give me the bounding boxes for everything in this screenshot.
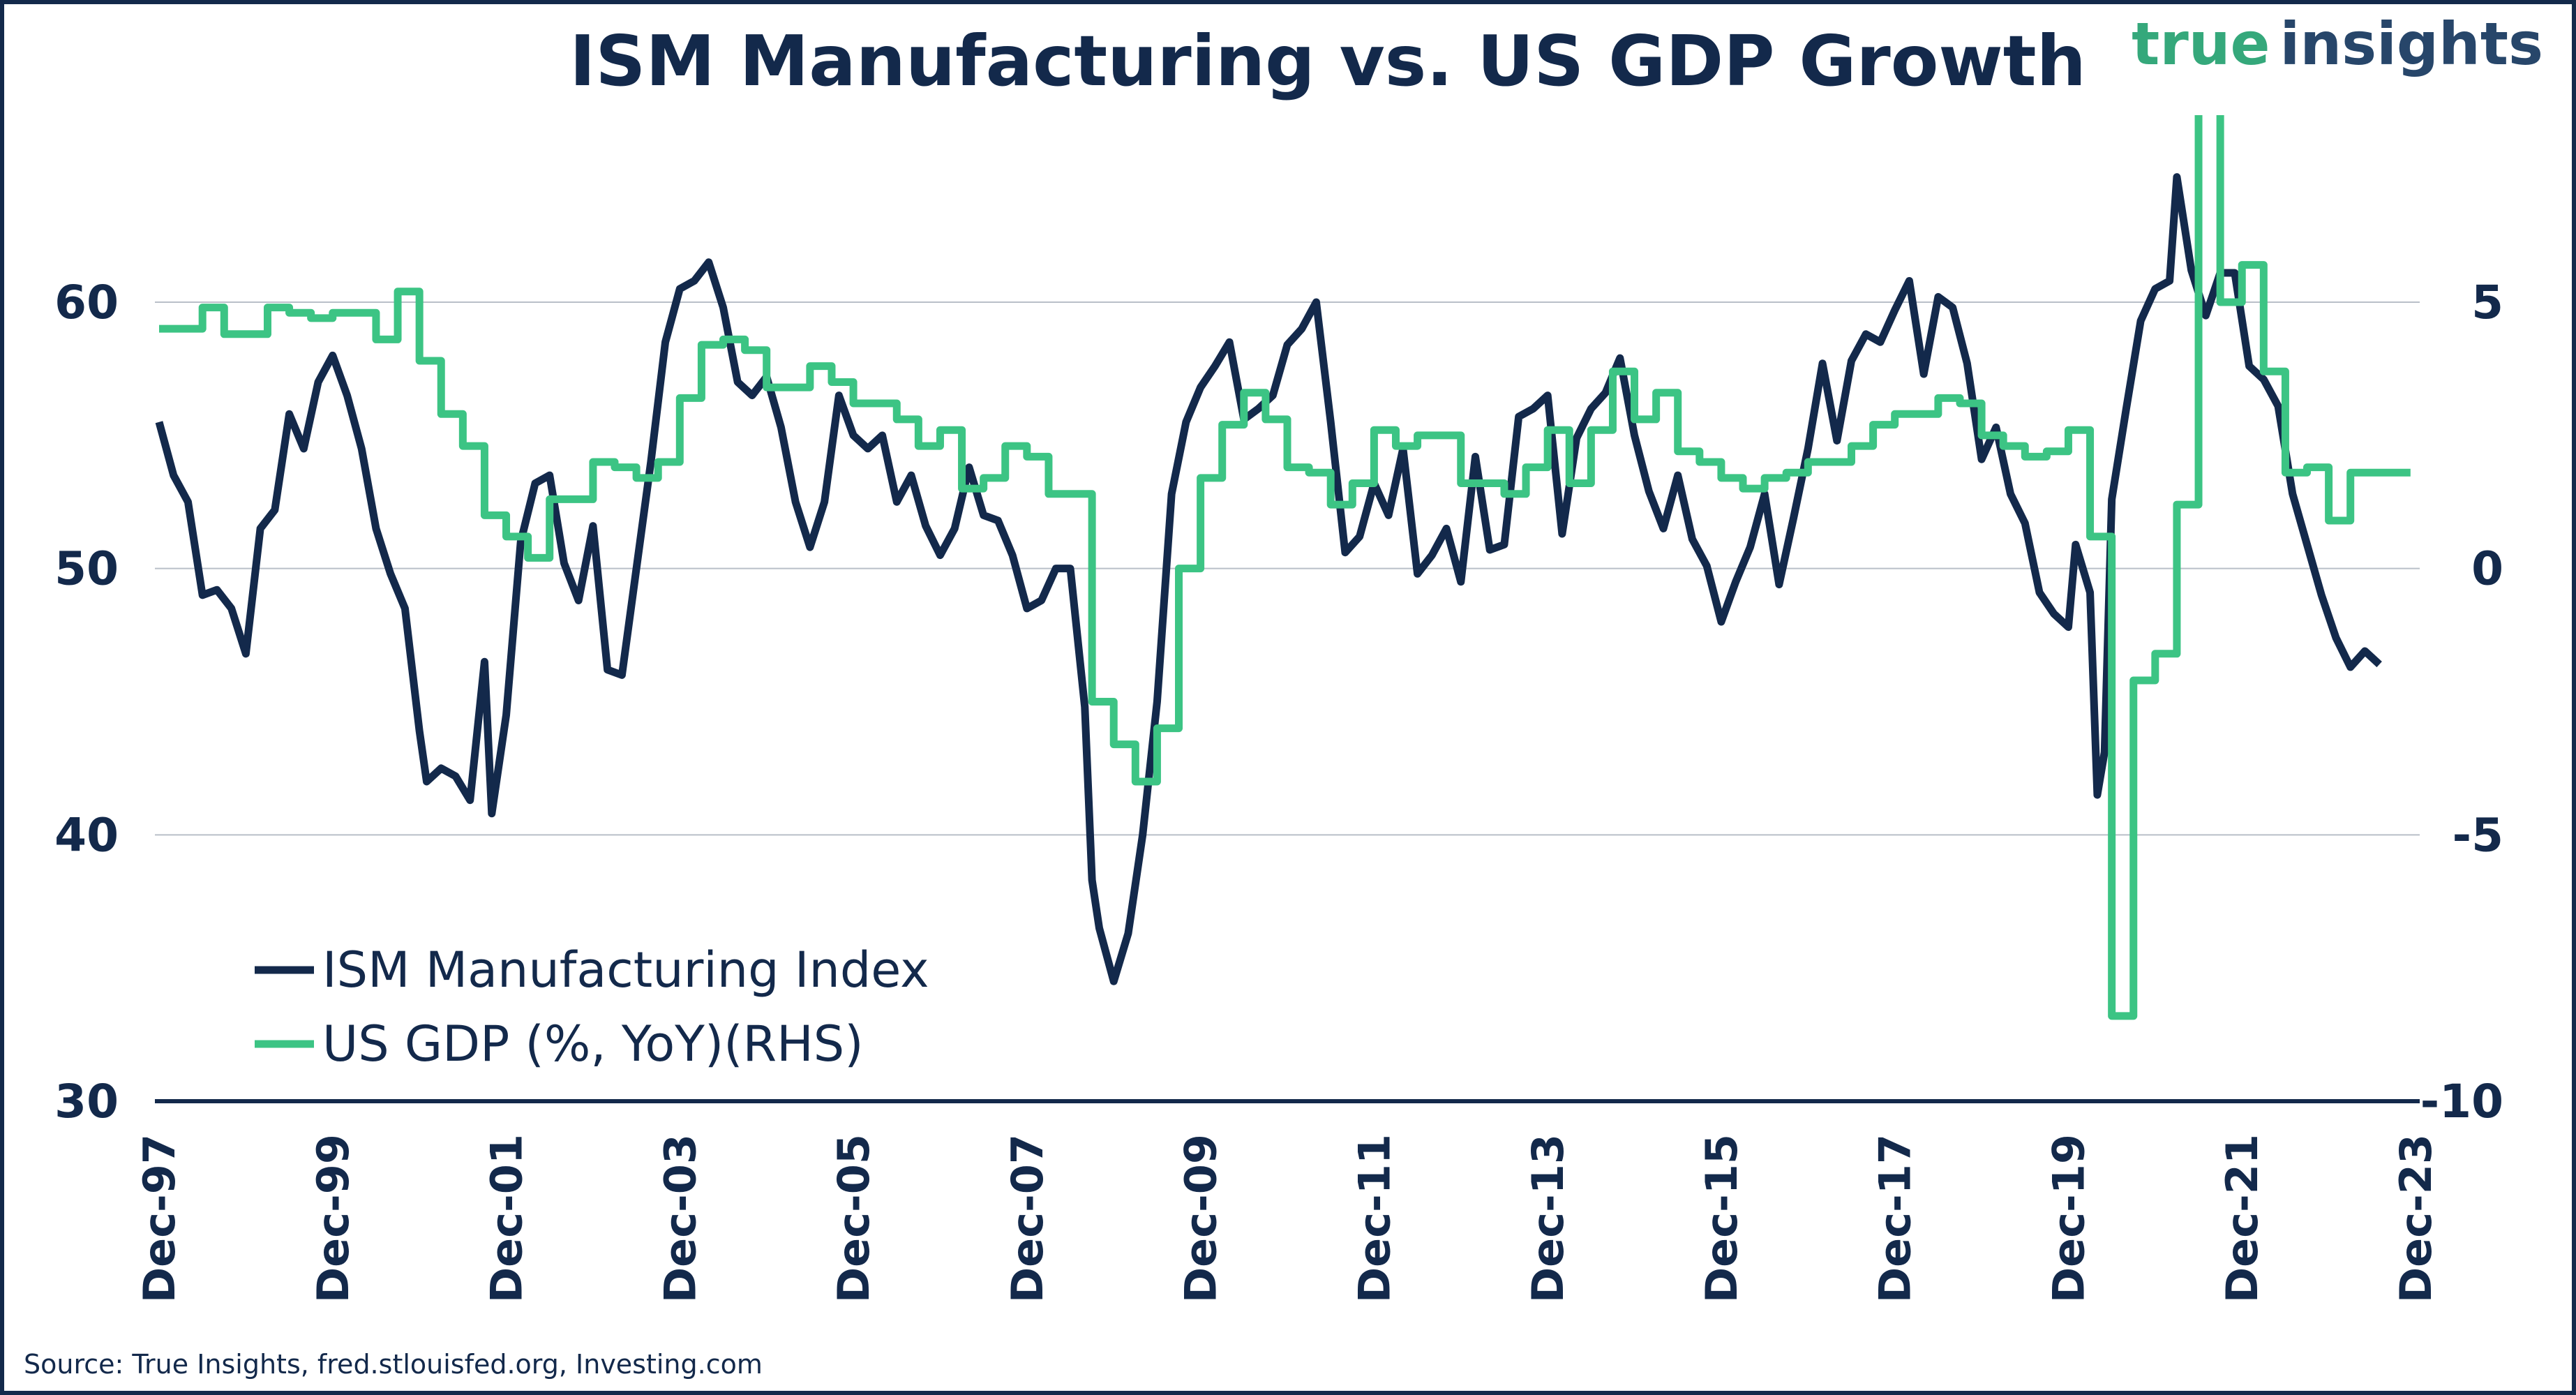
y-left-tick-label: 30 <box>54 1075 119 1128</box>
x-tick-label: Dec-03 <box>654 1134 705 1303</box>
x-tick-label: Dec-01 <box>481 1134 532 1303</box>
logo-part2: insights <box>2280 10 2543 78</box>
y-left-tick-label: 50 <box>54 542 119 596</box>
legend-label-ism: ISM Manufacturing Index <box>322 941 929 999</box>
x-tick-label: Dec-15 <box>1696 1134 1747 1303</box>
x-tick-label: Dec-07 <box>1002 1134 1053 1303</box>
y-right-tick-label: -5 <box>2453 808 2503 862</box>
y-left-tick-label: 60 <box>54 276 119 329</box>
y-right-tick-label: 5 <box>2471 276 2503 329</box>
x-axis-ticks: Dec-97 Dec-99 Dec-01 Dec-03 Dec-05 Dec-07 Dec-… <box>134 1134 2441 1303</box>
series-line-ism <box>155 173 2382 985</box>
legend: ISM Manufacturing Index US GDP (%, YoY)(… <box>255 941 929 1073</box>
source-note: Source: True Insights, fred.stlouisfed.o… <box>24 1349 763 1380</box>
series-group <box>155 115 2411 1020</box>
x-tick-label: Dec-21 <box>2217 1134 2268 1303</box>
left-axis-ticks: 60 50 40 30 <box>54 276 119 1128</box>
y-right-tick-label: 0 <box>2471 542 2503 596</box>
logo-part1: true <box>2132 10 2270 78</box>
x-tick-label: Dec-13 <box>1522 1134 1573 1303</box>
x-tick-label: Dec-05 <box>828 1134 879 1303</box>
right-axis-ticks: 5 0 -5 -10 <box>2420 276 2503 1128</box>
logo: true insights <box>2132 10 2543 78</box>
x-tick-label: Dec-17 <box>1870 1134 1921 1303</box>
y-right-tick-label: -10 <box>2420 1075 2503 1128</box>
x-tick-label: Dec-23 <box>2390 1134 2441 1303</box>
x-tick-label: Dec-09 <box>1176 1134 1227 1303</box>
x-tick-label: Dec-19 <box>2043 1134 2094 1303</box>
series-line-gdp <box>159 115 2411 1020</box>
x-tick-label: Dec-97 <box>134 1134 185 1303</box>
legend-label-gdp: US GDP (%, YoY)(RHS) <box>322 1015 864 1073</box>
x-tick-label: Dec-11 <box>1349 1134 1400 1303</box>
y-left-tick-label: 40 <box>54 808 119 862</box>
gridlines <box>155 301 2420 1103</box>
chart-title: ISM Manufacturing vs. US GDP Growth <box>569 20 2086 102</box>
x-tick-label: Dec-99 <box>308 1134 359 1303</box>
